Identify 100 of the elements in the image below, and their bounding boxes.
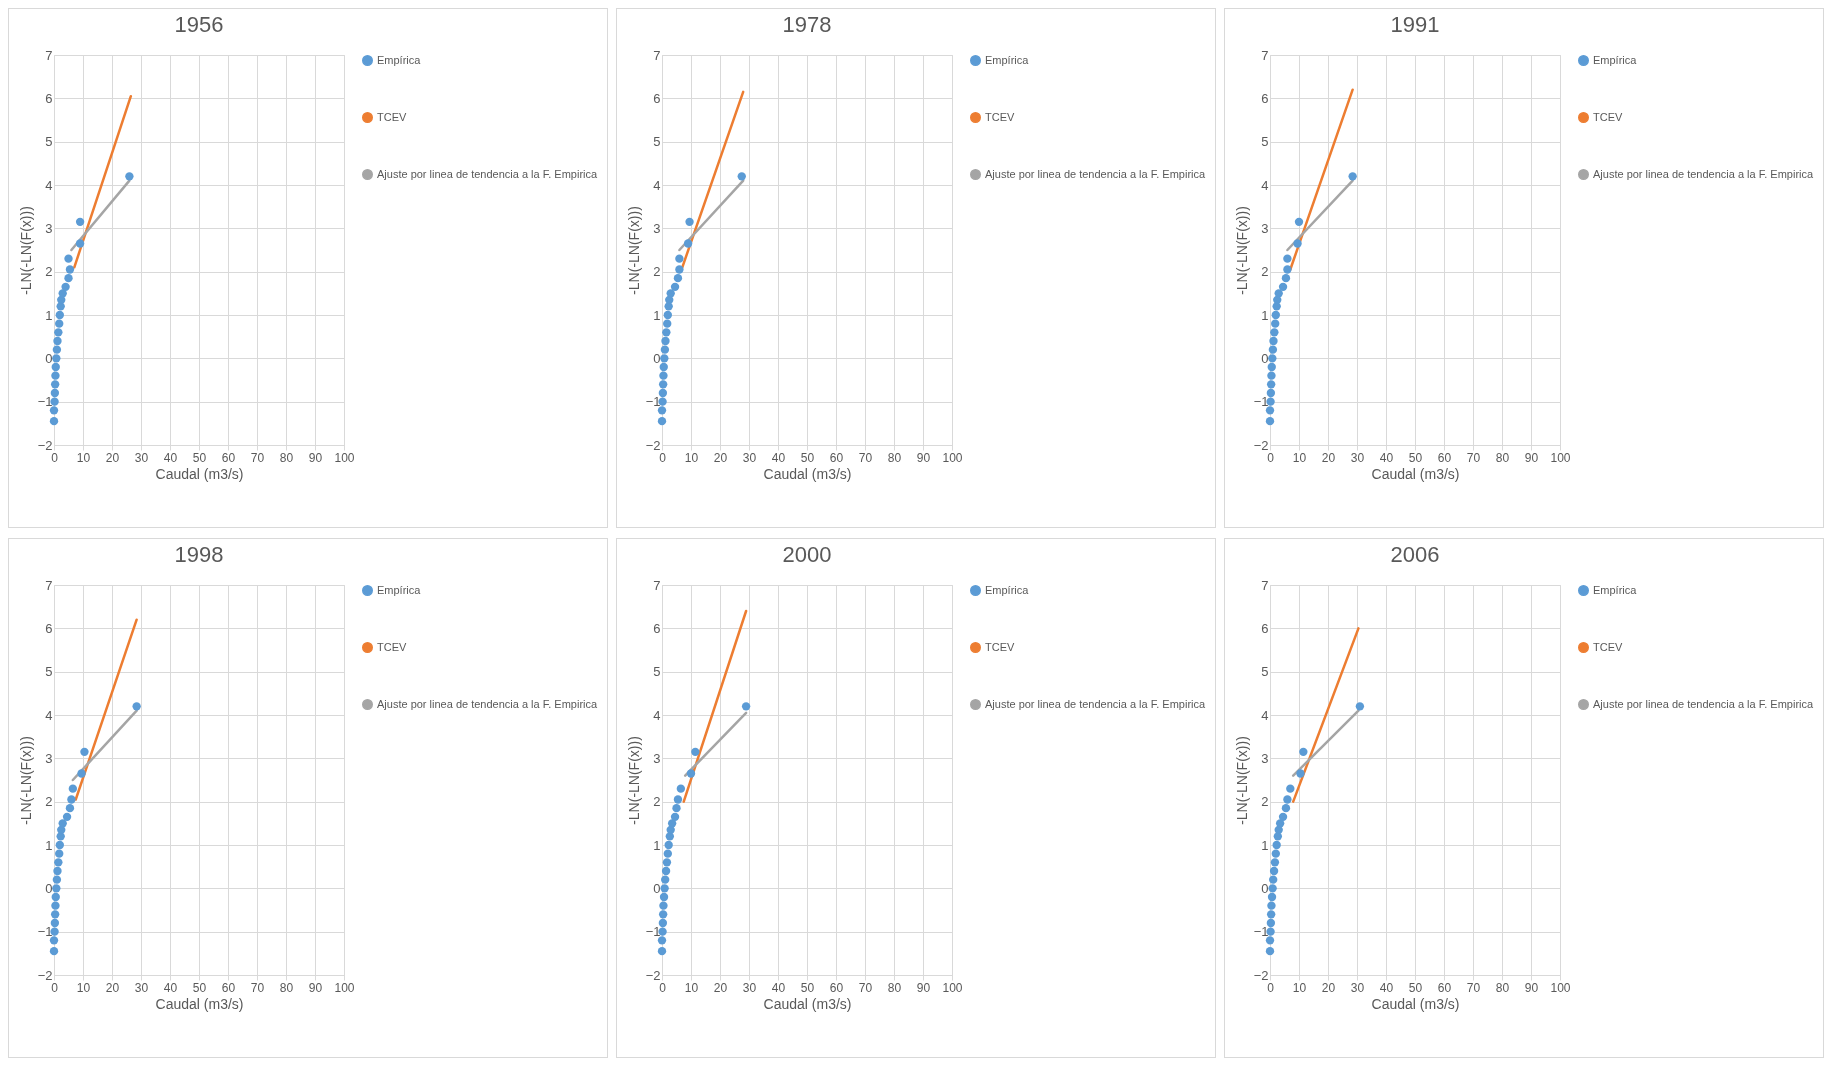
y-tick-label: −2: [645, 967, 661, 983]
x-tick-label: 100: [334, 980, 355, 995]
point: [1269, 336, 1278, 346]
y-tick-label: 6: [45, 90, 53, 106]
point: [691, 747, 700, 757]
y-tick-label: 1: [653, 837, 661, 853]
point: [1267, 892, 1277, 902]
x-tick-label: 40: [163, 450, 178, 465]
point: [660, 345, 670, 354]
legend-label: TCEV: [985, 110, 1015, 123]
x-tick-label: 90: [916, 980, 931, 995]
x-tick-label: 50: [800, 980, 815, 995]
x-tick-label: 60: [829, 980, 844, 995]
legend-label: TCEV: [377, 110, 407, 123]
y-tick-label: 6: [653, 620, 661, 636]
y-tick-label: 3: [1261, 220, 1269, 236]
point: [67, 795, 76, 804]
legend-label: Empírica: [377, 583, 422, 596]
point: [1271, 310, 1280, 320]
chart-title: 1956: [174, 12, 224, 37]
point: [661, 866, 671, 876]
x-tick-label: 50: [192, 450, 207, 465]
x-tick-label: 80: [1495, 450, 1510, 465]
x-tick-label: 70: [250, 450, 265, 465]
point: [676, 784, 686, 793]
point: [64, 254, 73, 263]
point: [61, 282, 70, 292]
point: [51, 371, 60, 380]
x-tick-label: 50: [1408, 980, 1423, 995]
y-tick-label: 2: [45, 794, 53, 810]
point: [1278, 282, 1288, 292]
y-tick-label: 2: [1261, 794, 1269, 810]
y-tick-label: −2: [37, 967, 53, 983]
point: [1270, 328, 1279, 337]
point: [1278, 812, 1288, 822]
y-tick-label: 5: [1261, 134, 1269, 150]
y-tick-label: 3: [653, 750, 661, 766]
y-tick-label: −1: [645, 924, 661, 940]
x-tick-label: 20: [105, 980, 120, 995]
x-tick-label: 30: [742, 450, 757, 465]
point: [132, 702, 141, 711]
y-tick-label: 7: [45, 577, 53, 593]
point: [659, 892, 669, 902]
point: [661, 336, 670, 346]
point: [741, 702, 751, 711]
y-tick-label: 6: [1261, 620, 1269, 636]
y-tick-label: 2: [45, 264, 53, 280]
point: [657, 936, 667, 945]
point: [1265, 406, 1275, 415]
point: [57, 825, 66, 835]
point: [659, 371, 668, 380]
point: [1269, 866, 1279, 876]
x-tick-label: 30: [1350, 980, 1365, 995]
chart-title: 1998: [174, 542, 224, 567]
point: [665, 295, 674, 305]
x-axis-title: Caudal (m3/s): [155, 465, 244, 482]
point: [1270, 858, 1280, 867]
point: [662, 328, 671, 337]
point: [1266, 388, 1276, 398]
y-tick-label: −1: [1253, 924, 1269, 940]
legend-label: TCEV: [985, 640, 1015, 653]
point: [49, 416, 59, 426]
x-tick-label: 30: [742, 980, 757, 995]
point: [1286, 784, 1295, 793]
point: [660, 884, 669, 893]
x-tick-label: 30: [1350, 450, 1365, 465]
point: [658, 388, 668, 398]
point: [51, 901, 60, 910]
chart-title: 2006: [1390, 542, 1440, 567]
point: [663, 310, 672, 320]
x-tick-label: 20: [1321, 450, 1336, 465]
point: [1267, 362, 1276, 372]
legend-label: Ajuste por linea de tendencia a la F. Empirica: [1593, 697, 1815, 710]
y-tick-label: −2: [1253, 437, 1269, 453]
point: [125, 172, 134, 181]
point: [659, 362, 668, 372]
x-tick-label: 90: [308, 980, 323, 995]
point: [1267, 371, 1276, 380]
point: [54, 858, 63, 867]
point: [672, 803, 681, 813]
x-tick-label: 20: [105, 450, 120, 465]
y-tick-label: 7: [653, 47, 661, 63]
point: [673, 273, 683, 283]
x-tick-label: 70: [858, 980, 873, 995]
x-tick-label: 40: [1379, 450, 1394, 465]
point: [1293, 239, 1302, 248]
y-tick-label: 1: [45, 837, 53, 853]
point: [673, 795, 683, 804]
x-tick-label: 70: [1466, 450, 1481, 465]
point: [52, 354, 61, 363]
point: [1281, 273, 1291, 283]
y-tick-label: 6: [653, 90, 661, 106]
point: [1265, 946, 1275, 956]
point: [1268, 345, 1278, 354]
x-tick-label: 60: [1437, 450, 1452, 465]
x-tick-label: 10: [1292, 450, 1307, 465]
point: [53, 336, 62, 346]
point: [1271, 319, 1280, 328]
point: [686, 769, 696, 778]
y-tick-label: 4: [45, 177, 53, 193]
